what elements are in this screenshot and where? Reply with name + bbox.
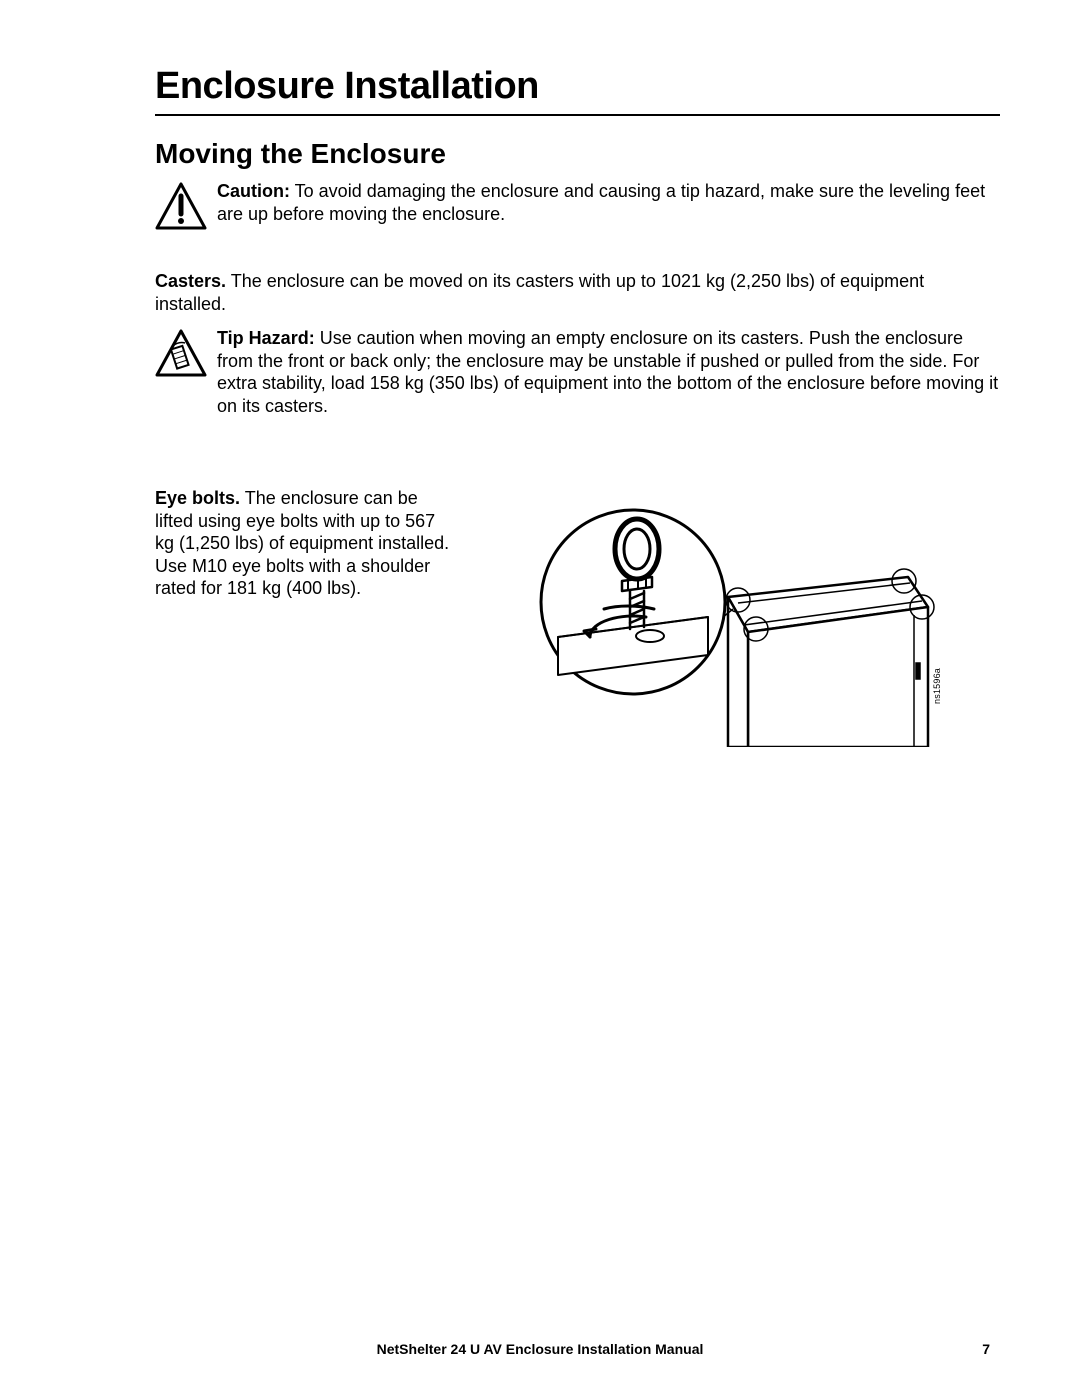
- caution-icon-cell: [155, 180, 217, 230]
- footer-title: NetShelter 24 U AV Enclosure Installatio…: [377, 1341, 704, 1357]
- figure-code: ns1596a: [932, 668, 942, 704]
- eyebolts-label: Eye bolts.: [155, 488, 240, 508]
- tip-text: Tip Hazard: Use caution when moving an e…: [217, 327, 1000, 417]
- caution-body: To avoid damaging the enclosure and caus…: [217, 181, 985, 224]
- caution-label: Caution:: [217, 181, 290, 201]
- tip-over-icon: [155, 329, 207, 377]
- section-title: Moving the Enclosure: [155, 138, 1000, 170]
- tip-label: Tip Hazard:: [217, 328, 315, 348]
- caution-icon: [155, 182, 207, 230]
- tip-body: Use caution when moving an empty enclosu…: [217, 328, 998, 416]
- casters-body: The enclosure can be moved on its caster…: [155, 271, 924, 314]
- page-title: Enclosure Installation: [155, 65, 1000, 108]
- caution-block: Caution: To avoid damaging the enclosure…: [155, 180, 1000, 230]
- figure-wrap: ns1596a: [538, 487, 938, 752]
- title-rule: [155, 114, 1000, 116]
- eyebolts-figure-cell: ns1596a: [475, 487, 1000, 752]
- casters-paragraph: Casters. The enclosure can be moved on i…: [155, 270, 1000, 315]
- tip-hazard-block: Tip Hazard: Use caution when moving an e…: [155, 327, 1000, 417]
- tip-icon-cell: [155, 327, 217, 377]
- page: Enclosure Installation Moving the Enclos…: [0, 0, 1080, 1397]
- caution-text: Caution: To avoid damaging the enclosure…: [217, 180, 1000, 225]
- eyebolts-text: Eye bolts. The enclosure can be lifted u…: [155, 487, 455, 600]
- spacer: [155, 457, 1000, 487]
- eyebolt-figure: [538, 487, 938, 747]
- page-number: 7: [982, 1341, 990, 1357]
- casters-label: Casters.: [155, 271, 226, 291]
- eyebolts-block: Eye bolts. The enclosure can be lifted u…: [155, 487, 1000, 752]
- footer: NetShelter 24 U AV Enclosure Installatio…: [0, 1341, 1080, 1357]
